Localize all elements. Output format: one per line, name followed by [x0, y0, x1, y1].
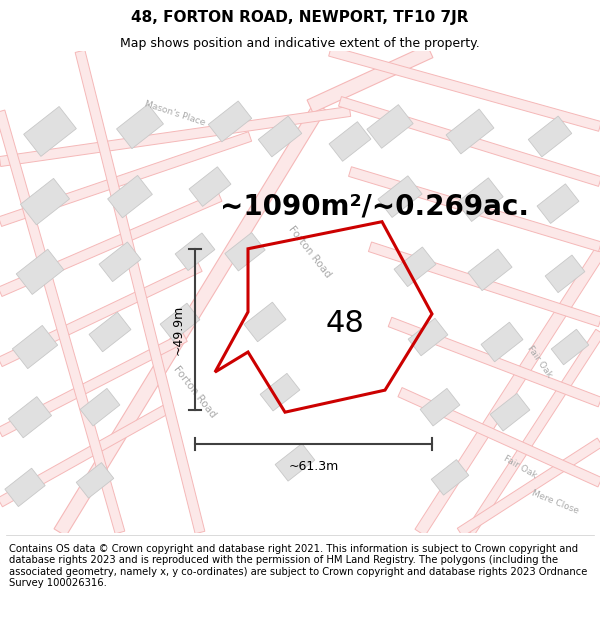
Text: Forton Road: Forton Road [172, 364, 218, 420]
Polygon shape [275, 444, 315, 481]
Text: Fair Oak: Fair Oak [502, 454, 538, 481]
Polygon shape [116, 104, 163, 149]
Polygon shape [420, 388, 460, 426]
Polygon shape [349, 167, 600, 251]
Polygon shape [0, 262, 202, 367]
Polygon shape [338, 97, 600, 186]
Polygon shape [160, 303, 200, 341]
Text: ~61.3m: ~61.3m [289, 461, 338, 473]
Polygon shape [175, 233, 215, 271]
Polygon shape [545, 255, 585, 292]
Polygon shape [23, 106, 76, 156]
Text: ~1090m²/~0.269ac.: ~1090m²/~0.269ac. [220, 192, 529, 221]
Polygon shape [457, 177, 503, 221]
Text: Mere Close: Mere Close [530, 489, 580, 516]
Polygon shape [408, 318, 448, 356]
Text: 48, FORTON ROAD, NEWPORT, TF10 7JR: 48, FORTON ROAD, NEWPORT, TF10 7JR [131, 10, 469, 25]
Polygon shape [208, 101, 252, 142]
Polygon shape [307, 45, 433, 112]
Polygon shape [367, 104, 413, 148]
Polygon shape [0, 192, 222, 296]
Polygon shape [13, 326, 58, 369]
Polygon shape [5, 468, 45, 507]
Polygon shape [80, 388, 120, 426]
Polygon shape [468, 249, 512, 291]
Polygon shape [89, 312, 131, 352]
Text: Mason's Place: Mason's Place [143, 99, 206, 127]
Polygon shape [0, 110, 125, 534]
Polygon shape [446, 109, 494, 154]
Polygon shape [398, 388, 600, 487]
Polygon shape [258, 116, 302, 157]
Polygon shape [8, 397, 52, 437]
Polygon shape [0, 332, 187, 437]
Polygon shape [16, 249, 64, 294]
Polygon shape [551, 329, 589, 365]
Polygon shape [431, 459, 469, 495]
Polygon shape [189, 167, 231, 206]
Polygon shape [99, 242, 141, 282]
Text: Contains OS data © Crown copyright and database right 2021. This information is : Contains OS data © Crown copyright and d… [9, 544, 587, 588]
Polygon shape [75, 50, 205, 534]
Polygon shape [457, 438, 600, 537]
Polygon shape [481, 322, 523, 362]
Polygon shape [378, 176, 422, 218]
Polygon shape [20, 178, 70, 225]
Polygon shape [528, 116, 572, 157]
Polygon shape [244, 302, 286, 342]
Polygon shape [225, 232, 265, 271]
Polygon shape [368, 242, 600, 327]
Polygon shape [329, 122, 371, 161]
Polygon shape [388, 318, 600, 407]
Polygon shape [260, 373, 300, 411]
Text: Fair Oak: Fair Oak [526, 344, 554, 380]
Polygon shape [76, 462, 114, 498]
Polygon shape [107, 176, 152, 218]
Polygon shape [490, 393, 530, 431]
Text: Map shows position and indicative extent of the property.: Map shows position and indicative extent… [120, 37, 480, 50]
Polygon shape [0, 402, 172, 507]
Polygon shape [0, 132, 251, 226]
Text: ~49.9m: ~49.9m [172, 304, 185, 354]
Polygon shape [537, 184, 579, 224]
Text: 48: 48 [326, 309, 364, 339]
Polygon shape [329, 46, 600, 131]
Text: Forton Road: Forton Road [287, 224, 333, 279]
Polygon shape [466, 329, 600, 535]
Polygon shape [54, 102, 326, 536]
Polygon shape [0, 106, 351, 166]
Polygon shape [415, 249, 600, 536]
Polygon shape [394, 247, 436, 287]
